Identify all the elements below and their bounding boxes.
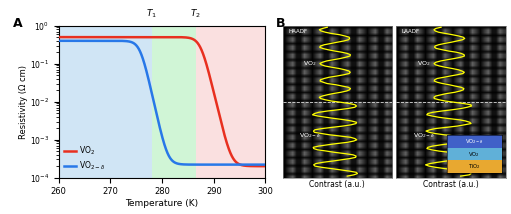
Text: VO$_2$: VO$_2$	[303, 59, 317, 68]
Text: B: B	[276, 16, 286, 30]
X-axis label: Contrast (a.u.): Contrast (a.u.)	[310, 180, 365, 189]
Text: VO$_{2-\delta}$: VO$_{2-\delta}$	[413, 131, 435, 140]
Text: VO$_{2-\delta}$: VO$_{2-\delta}$	[299, 131, 321, 140]
Y-axis label: Resistivity (Ω cm): Resistivity (Ω cm)	[19, 65, 28, 139]
Text: VO$_2$: VO$_2$	[417, 59, 431, 68]
Text: LAADF: LAADF	[402, 29, 420, 34]
X-axis label: Contrast (a.u.): Contrast (a.u.)	[423, 180, 479, 189]
Bar	[59, 26, 152, 178]
Text: $T_1$: $T_1$	[146, 7, 157, 20]
X-axis label: Temperature (K): Temperature (K)	[126, 199, 199, 208]
Text: A: A	[13, 16, 23, 30]
Legend: VO$_2$, VO$_{2-\delta}$: VO$_2$, VO$_{2-\delta}$	[62, 143, 106, 174]
Bar	[152, 26, 196, 178]
Text: $T_2$: $T_2$	[190, 7, 201, 20]
Text: HAADF: HAADF	[288, 29, 307, 34]
Bar	[196, 26, 265, 178]
